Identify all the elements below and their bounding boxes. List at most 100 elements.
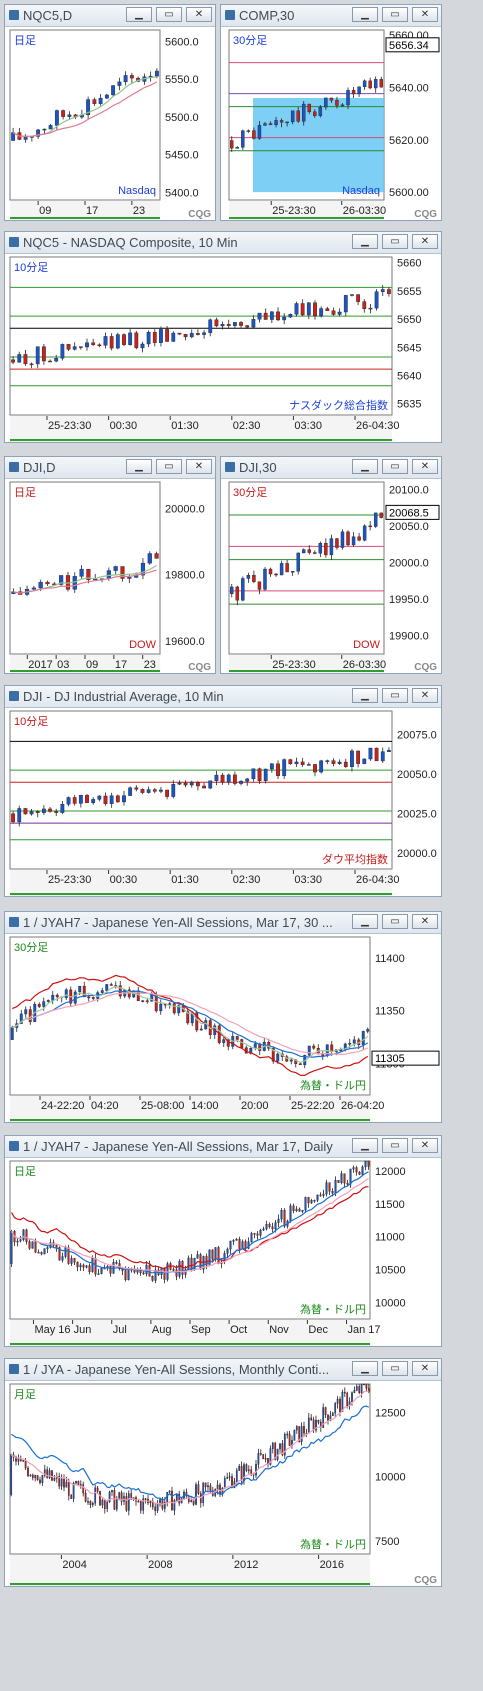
candle: [183, 782, 188, 786]
candle: [313, 111, 317, 116]
candle: [42, 128, 47, 131]
y-tick-label: 5660: [397, 258, 421, 270]
brand-logo: CQG: [414, 209, 437, 220]
x-axis-band: [10, 655, 160, 673]
symbol-label: DOW: [353, 639, 381, 651]
candle: [134, 787, 139, 790]
title-bar[interactable]: NQC5,D ▁ ▭ ✕: [5, 5, 215, 27]
candle: [352, 1039, 356, 1044]
candle: [117, 81, 122, 86]
chart-window[interactable]: 1 / JYAH7 - Japanese Yen-All Sessions, M…: [4, 1135, 442, 1347]
candle: [240, 1466, 243, 1481]
x-tick-label: Dec: [308, 1324, 328, 1336]
candle: [54, 358, 59, 362]
candle: [228, 1476, 231, 1478]
restore-icon[interactable]: ▭: [382, 1361, 408, 1376]
candle: [259, 1229, 262, 1236]
candle: [217, 1247, 220, 1264]
close-icon[interactable]: ✕: [186, 7, 212, 22]
title-bar[interactable]: DJI,30 ▁ ▭ ✕: [221, 457, 441, 479]
x-tick-label: 2012: [234, 1559, 258, 1571]
candle: [49, 1242, 52, 1248]
chart-window[interactable]: DJI,D ▁ ▭ ✕ 20000.0 19800.0 19600.0 2017 03 09 17…: [4, 456, 216, 674]
candle: [263, 123, 267, 126]
candle: [365, 1383, 368, 1389]
minimize-icon[interactable]: ▁: [352, 914, 378, 929]
minimize-icon[interactable]: ▁: [352, 234, 378, 249]
chart-window[interactable]: NQC5 - NASDAQ Composite, 10 Min ▁ ▭ ✕ 5660 5…: [4, 231, 442, 443]
minimize-icon[interactable]: ▁: [352, 1361, 378, 1376]
candle: [79, 1264, 82, 1268]
candle: [374, 747, 379, 762]
y-tick-label: 5640.00: [389, 83, 429, 95]
title-bar[interactable]: 1 / JYAH7 - Japanese Yen-All Sessions, M…: [5, 912, 441, 934]
title-bar[interactable]: DJI - DJ Industrial Average, 10 Min ▁ ▭ ✕: [5, 686, 441, 708]
chart-window[interactable]: DJI - DJ Industrial Average, 10 Min ▁ ▭ ✕ 2…: [4, 685, 442, 897]
candle: [103, 795, 108, 804]
minimize-icon[interactable]: ▁: [352, 459, 378, 474]
y-tick-label: 12000: [375, 1166, 406, 1178]
candle: [48, 125, 53, 130]
candle: [252, 575, 256, 582]
candle: [214, 774, 219, 781]
close-icon[interactable]: ✕: [412, 234, 438, 249]
candle: [279, 1443, 281, 1450]
minimize-icon[interactable]: ▁: [352, 7, 378, 22]
chart-window[interactable]: NQC5,D ▁ ▭ ✕ 5600.0 5550.0 5500.0 5450.0 5400.0…: [4, 4, 216, 221]
candle: [285, 121, 289, 124]
restore-icon[interactable]: ▭: [382, 234, 408, 249]
restore-icon[interactable]: ▭: [382, 1138, 408, 1153]
candle: [72, 1482, 75, 1499]
title-bar[interactable]: COMP,30 ▁ ▭ ✕: [221, 5, 441, 27]
x-tick-label: May 16: [34, 1324, 70, 1336]
close-icon[interactable]: ✕: [412, 7, 438, 22]
candle: [290, 110, 295, 123]
title-bar[interactable]: DJI,D ▁ ▭ ✕: [5, 457, 215, 479]
minimize-icon[interactable]: ▁: [352, 688, 378, 703]
y-tick-label: 20100.0: [389, 484, 429, 496]
title-bar[interactable]: 1 / JYA - Japanese Yen-All Sessions, Mon…: [5, 1359, 441, 1381]
candle: [353, 1390, 356, 1393]
candle: [165, 789, 170, 797]
candle: [171, 332, 176, 342]
candle: [276, 1053, 280, 1062]
chart-window[interactable]: COMP,30 ▁ ▭ ✕ 5660.00 5640.00 5620.00 5600.00 5…: [220, 4, 442, 221]
restore-icon[interactable]: ▭: [156, 7, 182, 22]
restore-icon[interactable]: ▭: [382, 7, 408, 22]
y-tick-label: 5550.0: [165, 74, 199, 86]
close-icon[interactable]: ✕: [412, 459, 438, 474]
title-bar[interactable]: 1 / JYAH7 - Japanese Yen-All Sessions, M…: [5, 1136, 441, 1158]
candle: [171, 1490, 173, 1511]
candle: [10, 1027, 14, 1040]
candle: [207, 1485, 209, 1488]
minimize-icon[interactable]: ▁: [126, 459, 152, 474]
candle: [277, 1218, 280, 1223]
title-bar[interactable]: NQC5 - NASDAQ Composite, 10 Min ▁ ▭ ✕: [5, 232, 441, 254]
restore-icon[interactable]: ▭: [156, 459, 182, 474]
restore-icon[interactable]: ▭: [382, 914, 408, 929]
x-axis-band: [10, 201, 160, 220]
candle: [274, 573, 278, 576]
chart-window[interactable]: 1 / JYA - Japanese Yen-All Sessions, Mon…: [4, 1358, 442, 1587]
candle: [38, 581, 43, 589]
candle: [109, 1266, 112, 1274]
close-icon[interactable]: ✕: [412, 1361, 438, 1376]
x-tick-label: 23: [144, 659, 156, 671]
close-icon[interactable]: ✕: [186, 459, 212, 474]
close-icon[interactable]: ✕: [412, 1138, 438, 1153]
candle: [60, 1478, 63, 1487]
candle: [269, 1448, 272, 1465]
candle: [128, 787, 133, 796]
minimize-icon[interactable]: ▁: [352, 1138, 378, 1153]
candle: [46, 1247, 49, 1249]
candle: [128, 332, 133, 345]
close-icon[interactable]: ✕: [412, 688, 438, 703]
chart-window[interactable]: DJI,30 ▁ ▭ ✕ 20100.0 20050.0 20000.0 19950.0 19…: [220, 456, 442, 674]
restore-icon[interactable]: ▭: [382, 688, 408, 703]
candle: [70, 1495, 73, 1499]
chart-window[interactable]: 1 / JYAH7 - Japanese Yen-All Sessions, M…: [4, 911, 442, 1123]
minimize-icon[interactable]: ▁: [126, 7, 152, 22]
restore-icon[interactable]: ▭: [382, 459, 408, 474]
chart-1: 5660.005640.005620.005600.005656.3425-23…: [228, 29, 440, 220]
close-icon[interactable]: ✕: [412, 914, 438, 929]
